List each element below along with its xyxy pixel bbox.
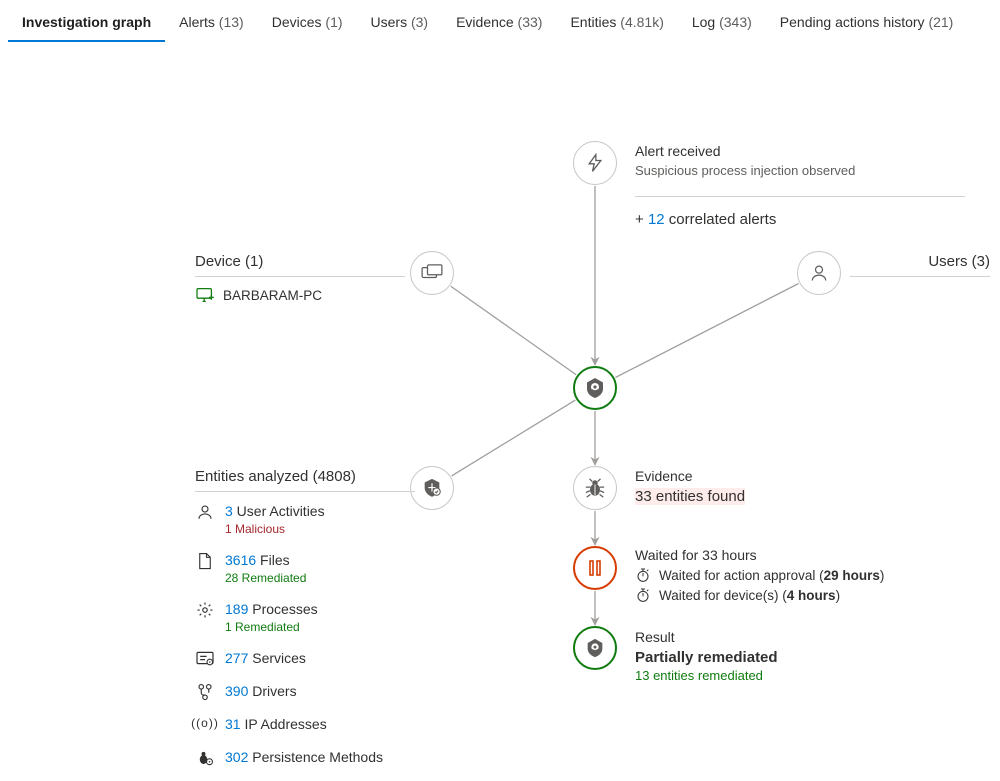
tab-alerts[interactable]: Alerts (13) [165, 8, 258, 42]
entity-sub-status: 28 Remediated [225, 570, 306, 586]
entity-row-processes[interactable]: 189 Processes1 Remediated [195, 600, 415, 635]
entity-sub-status: 1 Remediated [225, 619, 318, 635]
driver-icon [195, 682, 215, 701]
persist-icon [195, 748, 215, 767]
entities-panel-title: Entities analyzed (4808) [195, 468, 415, 492]
service-icon [195, 649, 215, 666]
users-panel: Users (3) [850, 253, 990, 287]
shield-hex-icon [583, 376, 607, 400]
device-panel: Device (1) BARBARAM-PC [195, 253, 405, 303]
tab-bar: Investigation graphAlerts (13)Devices (1… [0, 0, 1000, 43]
alert-panel: Alert received Suspicious process inject… [635, 143, 965, 228]
bug-icon [584, 477, 606, 499]
users-panel-title[interactable]: Users (3) [850, 253, 990, 277]
evidence-node[interactable] [573, 466, 617, 510]
evidence-found[interactable]: 33 entities found [635, 488, 885, 505]
ip-icon: ((o)) [195, 715, 215, 730]
entity-sub-status: 1 Malicious [225, 521, 325, 537]
entities-panel: Entities analyzed (4808) 3 User Activiti… [195, 468, 415, 781]
evidence-title: Evidence [635, 468, 885, 484]
alert-title: Alert received [635, 143, 965, 159]
alert-node[interactable] [573, 141, 617, 185]
wait-panel: Waited for 33 hours Waited for action ap… [635, 547, 975, 603]
devices-icon [421, 264, 443, 282]
tab-pending-actions-history[interactable]: Pending actions history (21) [766, 8, 968, 42]
investigation-center-node[interactable] [573, 366, 617, 410]
entity-count-label: 302 Persistence Methods [225, 748, 383, 767]
tab-users[interactable]: Users (3) [357, 8, 443, 42]
stopwatch-icon [635, 567, 651, 583]
result-title: Result [635, 629, 935, 645]
investigation-canvas: Alert received Suspicious process inject… [0, 43, 1000, 743]
entity-count-label: 277 Services [225, 649, 306, 668]
device-row[interactable]: BARBARAM-PC [195, 287, 405, 303]
shield-result-icon [584, 637, 606, 659]
wait-node[interactable] [573, 546, 617, 590]
result-detail: 13 entities remediated [635, 668, 935, 683]
tab-investigation-graph[interactable]: Investigation graph [8, 8, 165, 42]
entity-row-drivers[interactable]: 390 Drivers [195, 682, 415, 701]
person-icon [809, 263, 829, 283]
monitor-icon [195, 287, 215, 303]
result-node[interactable] [573, 626, 617, 670]
tab-entities[interactable]: Entities (4.81k) [556, 8, 677, 42]
person-icon [195, 502, 215, 521]
pause-icon [587, 559, 603, 577]
entity-count-label: 390 Drivers [225, 682, 297, 701]
file-icon [195, 551, 215, 570]
stopwatch-icon [635, 587, 651, 603]
wait-detail-line: Waited for device(s) (4 hours) [635, 587, 975, 603]
entity-count-label: 189 Processes [225, 600, 318, 619]
tab-devices[interactable]: Devices (1) [258, 8, 357, 42]
tab-log[interactable]: Log (343) [678, 8, 766, 42]
device-node[interactable] [410, 251, 454, 295]
device-name: BARBARAM-PC [223, 288, 322, 303]
alert-subtitle: Suspicious process injection observed [635, 163, 965, 178]
entity-row-user-activities[interactable]: 3 User Activities1 Malicious [195, 502, 415, 537]
entity-row-files[interactable]: 3616 Files28 Remediated [195, 551, 415, 586]
gear-icon [195, 600, 215, 619]
result-status: Partially remediated [635, 649, 935, 666]
entity-row-ip-addresses[interactable]: ((o)) 31 IP Addresses [195, 715, 415, 734]
entities-shield-icon [421, 477, 443, 499]
correlated-alerts-link[interactable]: + 12 correlated alerts [635, 211, 965, 228]
users-node[interactable] [797, 251, 841, 295]
device-panel-title: Device (1) [195, 253, 405, 277]
wait-detail-line: Waited for action approval (29 hours) [635, 567, 975, 583]
entities-node[interactable] [410, 466, 454, 510]
evidence-panel: Evidence 33 entities found [635, 468, 885, 505]
lightning-icon [585, 153, 605, 173]
entity-row-persistence-methods[interactable]: 302 Persistence Methods [195, 748, 415, 767]
entity-count-label: 31 IP Addresses [225, 715, 327, 734]
result-panel: Result Partially remediated 13 entities … [635, 629, 935, 683]
entity-row-services[interactable]: 277 Services [195, 649, 415, 668]
entity-count-label: 3 User Activities [225, 502, 325, 521]
wait-title: Waited for 33 hours [635, 547, 975, 563]
tab-evidence[interactable]: Evidence (33) [442, 8, 556, 42]
entity-count-label: 3616 Files [225, 551, 306, 570]
